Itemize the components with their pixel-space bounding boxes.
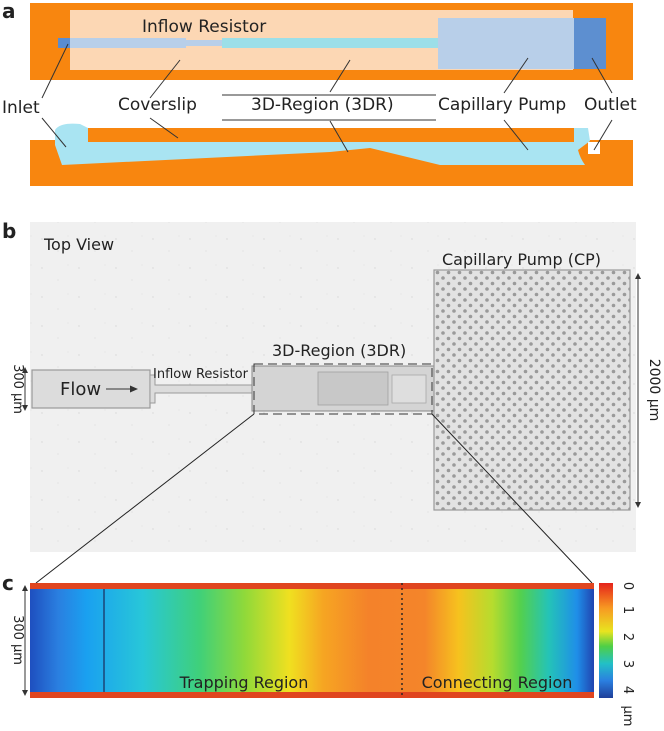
width-marker-b: [22, 367, 28, 411]
panel-a-leaders: [41, 43, 613, 153]
colorbar-tick-4: 4: [620, 686, 635, 694]
height-map-top-edge: [30, 583, 594, 589]
height-marker-b: [635, 273, 641, 508]
resistor-neck: [186, 40, 222, 46]
liquid-section: [55, 123, 590, 165]
colorbar-ticks: 0 1 2 3 4: [620, 582, 635, 694]
label-inflow-resistor-a: Inflow Resistor: [142, 17, 266, 37]
label-width-b: 300 µm: [10, 364, 25, 414]
label-connecting-region: Connecting Region: [422, 673, 573, 692]
label-flow: Flow: [60, 379, 101, 400]
panel-b: b Top View Capillary Pump (CP) 3D-Region…: [2, 219, 662, 552]
region-3d-channel-top: [222, 38, 438, 48]
height-map-bottom-edge: [30, 692, 594, 698]
flow-arrow: [106, 385, 138, 393]
label-region-3d-b: 3D-Region (3DR): [272, 341, 406, 360]
inlet-wall-left: [30, 142, 55, 186]
label-coverslip: Coverslip: [118, 95, 197, 115]
height-map: [30, 583, 594, 698]
zoom-lines: [35, 413, 593, 584]
label-inflow-resistor-b: Inflow Resistor: [153, 367, 249, 382]
colorbar-tick-3: 3: [620, 660, 635, 668]
label-top-view: Top View: [43, 235, 114, 254]
panel-b-letter: b: [2, 219, 16, 243]
label-capillary-pump-a: Capillary Pump: [438, 95, 566, 115]
colorbar-unit: µm: [620, 706, 635, 727]
panel-c: c Trapping Region Connecting Region 300 …: [2, 571, 635, 726]
width-marker-c: [22, 585, 28, 696]
panel-c-letter: c: [2, 571, 14, 595]
label-width-c: 300 µm: [10, 615, 25, 665]
inlet-port-top: [58, 38, 72, 48]
label-outlet: Outlet: [584, 95, 637, 115]
coverslip-section: [88, 128, 574, 142]
label-inlet: Inlet: [2, 98, 40, 118]
region-3d-dashed-outline: [253, 363, 433, 415]
colorbar: [599, 583, 613, 698]
capillary-pump-pillars: [434, 270, 630, 510]
panel-a: a Inflow Resistor: [2, 0, 637, 186]
outlet-port-top: [574, 18, 606, 69]
colorbar-tick-2: 2: [620, 633, 635, 641]
resistor-channel-1: [70, 38, 186, 48]
colorbar-tick-0: 0: [620, 582, 635, 590]
label-trapping-region: Trapping Region: [179, 673, 309, 692]
colorbar-tick-1: 1: [620, 606, 635, 614]
label-height-b: 2000 µm: [646, 359, 662, 422]
trapping-structure: [317, 371, 389, 406]
connecting-structure: [391, 374, 427, 404]
capillary-pump-top: [438, 18, 574, 69]
label-region-3d-a: 3D-Region (3DR): [251, 95, 394, 115]
label-capillary-pump-b: Capillary Pump (CP): [442, 250, 601, 269]
outlet-wall-right: [598, 142, 633, 186]
panel-a-letter: a: [2, 0, 16, 23]
